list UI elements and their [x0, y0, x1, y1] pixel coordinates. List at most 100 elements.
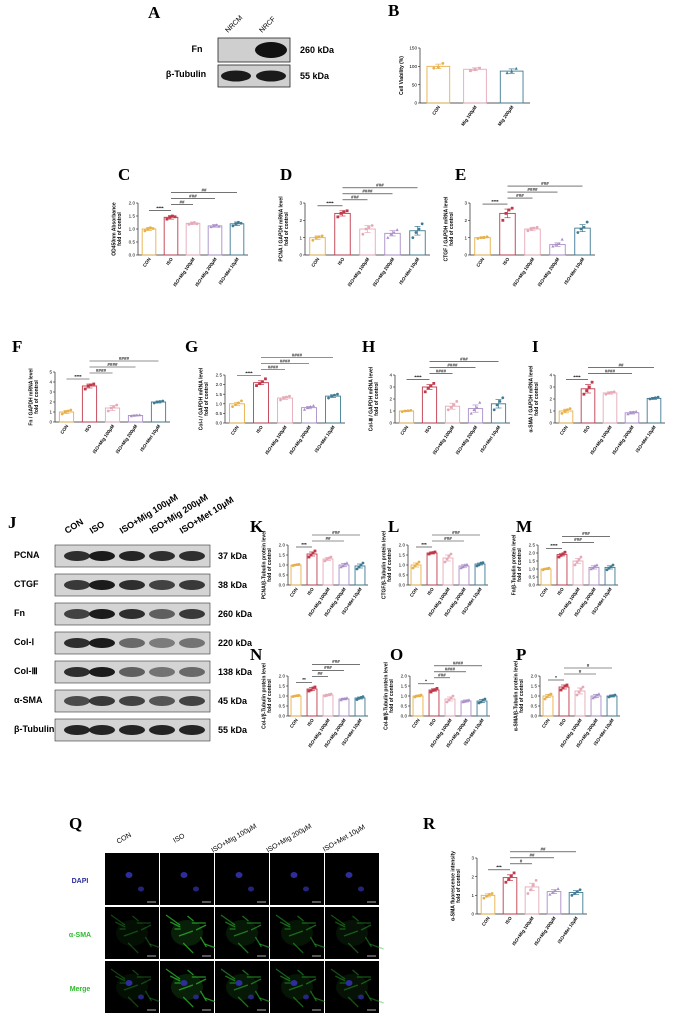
data-point	[432, 66, 436, 70]
data-point	[445, 700, 449, 704]
bar-o-3	[460, 700, 472, 717]
y-tick-label: 3	[49, 390, 52, 395]
sig-label: *	[425, 679, 427, 684]
y-tick-label: 2	[299, 218, 302, 223]
data-point	[339, 565, 343, 569]
data-point	[261, 380, 264, 384]
data-point	[579, 687, 583, 691]
sig-label: ###	[438, 673, 446, 678]
data-point	[264, 377, 267, 381]
data-point	[313, 685, 317, 689]
category-label: CON	[142, 256, 152, 268]
data-point	[409, 409, 413, 412]
category-label: CON	[310, 256, 320, 268]
data-point	[648, 397, 652, 401]
blot-row-label: Col-Ⅲ	[14, 666, 38, 676]
sig-label: ***	[301, 542, 307, 547]
data-point	[597, 692, 601, 696]
fiber	[369, 943, 384, 950]
blot-band	[64, 696, 90, 706]
y-axis-label: Col-Ⅲ/β-Tubulin protein level	[383, 661, 390, 729]
fluor-image	[105, 853, 159, 905]
data-point	[357, 565, 361, 569]
data-point	[482, 235, 486, 239]
data-point	[329, 555, 333, 559]
y-tick-label: 0	[49, 420, 52, 425]
bar-d-2	[359, 228, 376, 256]
y-tick-label: 1	[389, 409, 392, 414]
fluor-cell	[330, 914, 384, 954]
sig-label: ****	[326, 201, 333, 206]
panel-letter-e: E	[455, 165, 466, 184]
category-label: ISO+Met 10μM	[479, 425, 501, 454]
blot-band	[149, 551, 175, 561]
data-point	[311, 238, 315, 242]
sig-label: ***	[496, 865, 502, 870]
sig-label: ##	[325, 536, 331, 541]
data-point	[459, 566, 463, 570]
y-tick-label: 1	[549, 409, 552, 414]
category-label: ISO	[306, 586, 315, 596]
fiber	[330, 914, 346, 926]
cell-body	[171, 920, 203, 946]
y-tick-label: 1.5	[129, 214, 136, 219]
data-point	[308, 404, 313, 408]
data-point	[415, 562, 419, 566]
panel-q-rows: DAPI α-SMA Merge	[69, 853, 384, 1013]
category-label: CON	[411, 717, 421, 729]
category-label: ISO	[428, 717, 437, 727]
data-point	[209, 225, 213, 229]
data-point	[392, 230, 396, 234]
blot-band	[89, 609, 115, 619]
fiber	[343, 984, 359, 991]
kda-tubulin: 55 kDa	[300, 71, 330, 81]
category-label: ISO+Met 10μM	[218, 257, 240, 286]
chart-o: O 0.0 0.5 1.0 1.5 2.0 Col-Ⅲ/β-Tubulin protein …	[383, 645, 490, 749]
category-label: ISO+Met 10μM	[139, 424, 161, 453]
fiber	[144, 936, 152, 948]
data-point	[553, 888, 557, 892]
nucleus	[125, 980, 133, 986]
data-point	[323, 559, 327, 563]
fiber	[364, 990, 372, 1002]
data-point	[342, 210, 346, 214]
fluor-image	[215, 853, 269, 905]
fluor-image	[325, 853, 379, 905]
data-point	[83, 387, 87, 391]
data-point	[395, 228, 399, 232]
data-point	[297, 563, 301, 566]
data-point	[234, 403, 237, 407]
data-point	[445, 557, 449, 561]
data-point	[311, 686, 315, 690]
data-point	[575, 693, 579, 697]
data-point	[92, 382, 96, 386]
bar-l-1	[426, 552, 438, 586]
fluor-column-label: ISO+Mig 200μM	[265, 823, 313, 855]
fluor-cell	[220, 968, 274, 1008]
blot-band	[64, 638, 90, 648]
y-tick-label: 2.0	[129, 201, 136, 206]
sig-label: ####	[119, 356, 130, 361]
data-point	[565, 683, 569, 687]
sig-label: ###	[541, 181, 549, 186]
data-point	[578, 888, 582, 892]
fluor-column-label: ISO+Met 10μM	[322, 824, 367, 854]
fiber	[178, 930, 194, 937]
fiber	[288, 930, 304, 937]
blot-band	[64, 551, 90, 561]
blot-band	[179, 725, 205, 735]
data-point	[613, 693, 617, 697]
blot-row-label: PCNA	[14, 550, 40, 560]
fluor-column-label: CON	[116, 832, 133, 846]
y-tick-label: 0.0	[399, 583, 406, 588]
fluor-cell	[220, 914, 274, 954]
fiber	[364, 936, 372, 948]
data-point	[481, 561, 485, 564]
data-point	[155, 400, 159, 404]
category-label: ISO+Mig 200μM	[533, 916, 557, 947]
data-point	[345, 696, 349, 700]
y-tick-label: 2.5	[216, 373, 223, 378]
data-point	[417, 560, 421, 564]
y-tick-label: 1.5	[531, 684, 538, 689]
